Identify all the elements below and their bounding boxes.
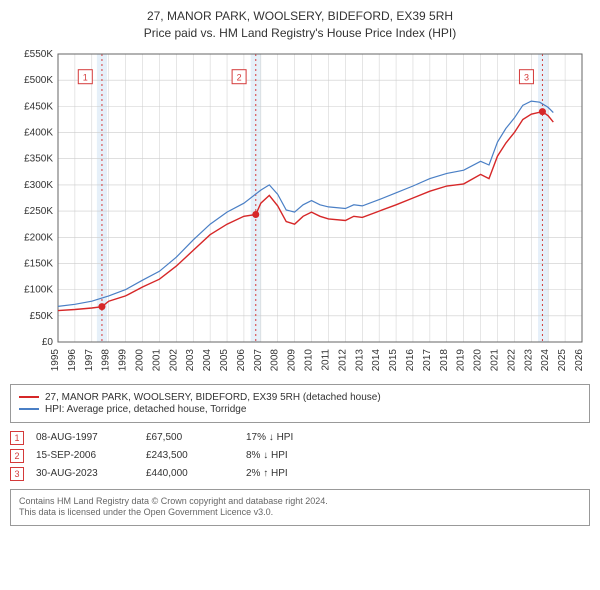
svg-text:2024: 2024: [540, 348, 551, 371]
title-address: 27, MANOR PARK, WOOLSERY, BIDEFORD, EX39…: [10, 8, 590, 25]
svg-text:2015: 2015: [388, 348, 399, 371]
svg-text:2013: 2013: [354, 348, 365, 371]
svg-text:1997: 1997: [84, 348, 95, 371]
legend-row: HPI: Average price, detached house, Torr…: [19, 404, 581, 415]
svg-text:£100K: £100K: [24, 284, 53, 295]
legend-row: 27, MANOR PARK, WOOLSERY, BIDEFORD, EX39…: [19, 392, 581, 403]
title-block: 27, MANOR PARK, WOOLSERY, BIDEFORD, EX39…: [10, 8, 590, 42]
svg-text:2012: 2012: [337, 348, 348, 371]
transaction-delta: 2% ↑ HPI: [246, 468, 346, 479]
transaction-price: £67,500: [146, 432, 246, 443]
svg-text:1995: 1995: [50, 348, 61, 371]
svg-text:2005: 2005: [219, 348, 230, 371]
legend-box: 27, MANOR PARK, WOOLSERY, BIDEFORD, EX39…: [10, 384, 590, 423]
transaction-row: 1 08-AUG-1997£67,50017% ↓ HPI: [10, 431, 590, 445]
svg-text:£350K: £350K: [24, 153, 53, 164]
footer-line-1: Contains HM Land Registry data © Crown c…: [19, 496, 581, 508]
transaction-price: £243,500: [146, 450, 246, 461]
legend-label: 27, MANOR PARK, WOOLSERY, BIDEFORD, EX39…: [45, 392, 381, 403]
transactions-table: 1 08-AUG-1997£67,50017% ↓ HPI 2 15-SEP-2006…: [10, 431, 590, 481]
svg-text:2020: 2020: [473, 348, 484, 371]
svg-text:£400K: £400K: [24, 127, 53, 138]
svg-text:2: 2: [237, 72, 242, 82]
svg-text:£550K: £550K: [24, 49, 53, 60]
svg-text:2025: 2025: [557, 348, 568, 371]
legend-swatch: [19, 396, 39, 398]
svg-text:2022: 2022: [506, 348, 517, 371]
transaction-price: £440,000: [146, 468, 246, 479]
chart-container: 27, MANOR PARK, WOOLSERY, BIDEFORD, EX39…: [0, 0, 600, 536]
price-chart-svg: £0 £50K £100K £150K £200K £250K £300K £350K £400…: [10, 48, 590, 378]
transaction-delta: 8% ↓ HPI: [246, 450, 346, 461]
svg-text:£500K: £500K: [24, 75, 53, 86]
transaction-row: 3 30-AUG-2023£440,0002% ↑ HPI: [10, 467, 590, 481]
svg-text:2016: 2016: [405, 348, 416, 371]
svg-text:£50K: £50K: [30, 310, 54, 321]
transaction-row: 2 15-SEP-2006£243,5008% ↓ HPI: [10, 449, 590, 463]
svg-text:2026: 2026: [574, 348, 585, 371]
transaction-delta: 17% ↓ HPI: [246, 432, 346, 443]
footer-line-2: This data is licensed under the Open Gov…: [19, 507, 581, 519]
svg-text:1996: 1996: [67, 348, 78, 371]
svg-text:2018: 2018: [439, 348, 450, 371]
svg-text:2009: 2009: [287, 348, 298, 371]
svg-text:2001: 2001: [151, 348, 162, 371]
svg-text:2019: 2019: [456, 348, 467, 371]
transaction-date: 30-AUG-2023: [36, 468, 146, 479]
transaction-marker: 3: [10, 467, 24, 481]
transaction-marker: 1: [10, 431, 24, 445]
svg-text:2017: 2017: [422, 348, 433, 371]
svg-text:3: 3: [524, 72, 529, 82]
svg-text:£0: £0: [42, 337, 54, 348]
svg-text:2002: 2002: [168, 348, 179, 371]
footer-attribution: Contains HM Land Registry data © Crown c…: [10, 489, 590, 526]
svg-text:2014: 2014: [371, 348, 382, 371]
svg-text:£250K: £250K: [24, 206, 53, 217]
svg-text:2021: 2021: [489, 348, 500, 371]
svg-text:£150K: £150K: [24, 258, 53, 269]
svg-text:2010: 2010: [304, 348, 315, 371]
svg-text:£200K: £200K: [24, 232, 53, 243]
svg-text:2000: 2000: [135, 348, 146, 371]
svg-text:2004: 2004: [202, 348, 213, 371]
chart-area: £0 £50K £100K £150K £200K £250K £300K £350K £400…: [10, 48, 590, 378]
title-subtitle: Price paid vs. HM Land Registry's House …: [10, 25, 590, 42]
svg-text:2006: 2006: [236, 348, 247, 371]
transaction-marker: 2: [10, 449, 24, 463]
svg-text:1: 1: [83, 72, 88, 82]
svg-text:£450K: £450K: [24, 101, 53, 112]
svg-text:2023: 2023: [523, 348, 534, 371]
svg-text:1998: 1998: [101, 348, 112, 371]
svg-text:£300K: £300K: [24, 180, 53, 191]
transaction-date: 15-SEP-2006: [36, 450, 146, 461]
svg-text:2007: 2007: [253, 348, 264, 371]
svg-text:1999: 1999: [118, 348, 129, 371]
transaction-date: 08-AUG-1997: [36, 432, 146, 443]
legend-swatch: [19, 408, 39, 410]
svg-text:2003: 2003: [185, 348, 196, 371]
svg-text:2008: 2008: [270, 348, 281, 371]
svg-text:2011: 2011: [320, 348, 331, 370]
legend-label: HPI: Average price, detached house, Torr…: [45, 404, 246, 415]
